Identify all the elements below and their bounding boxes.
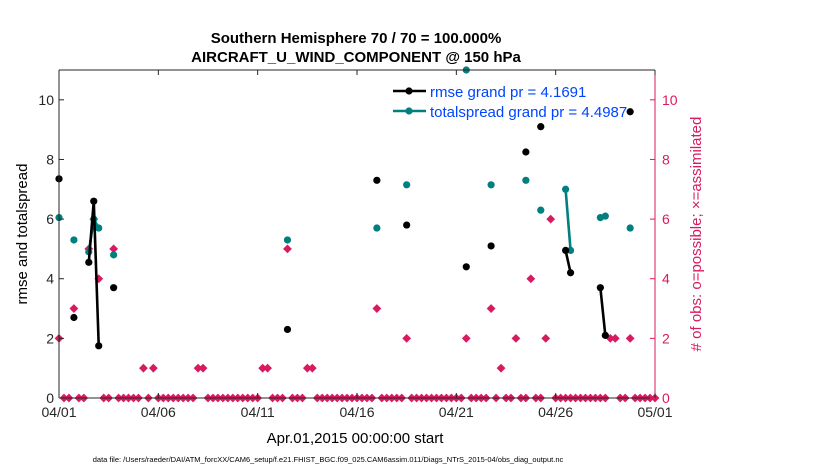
- rmse-series-line: [599, 287, 607, 336]
- rmse-point: [462, 263, 470, 271]
- obs-count-point: [148, 363, 158, 373]
- rmse-point: [601, 331, 609, 339]
- spread-point: [110, 251, 118, 259]
- y-axis-right-label: # of obs: o=possible; ×=assimilated: [688, 117, 705, 352]
- obs-count-point: [402, 333, 412, 343]
- rmse-point: [70, 313, 78, 322]
- chart-title-line1: Southern Hemisphere 70 / 70 = 100.000%: [211, 30, 502, 47]
- legend-spread-marker: [405, 107, 413, 115]
- obs-count-point: [461, 333, 471, 343]
- obs-count-point: [198, 363, 208, 373]
- obs-count-point: [139, 363, 148, 373]
- y-right-tick-label: 4: [662, 271, 670, 287]
- rmse-point: [566, 269, 575, 277]
- rmse-series-line: [564, 250, 572, 274]
- obs-count-point: [541, 333, 551, 343]
- spread-point: [70, 236, 78, 244]
- x-tick-label: 04/21: [439, 404, 474, 420]
- spread-point: [373, 224, 381, 232]
- rmse-point: [283, 325, 292, 334]
- spread-point: [537, 206, 545, 214]
- plot-area: [59, 70, 655, 398]
- rmse-point: [596, 284, 604, 292]
- rmse-point: [522, 148, 530, 156]
- rmse-point: [626, 108, 634, 116]
- y-right-tick-label: 2: [662, 330, 670, 346]
- rmse-point: [110, 284, 118, 292]
- obs-count-point: [69, 304, 79, 313]
- y-right-tick-label: 6: [662, 211, 670, 227]
- rmse-point: [403, 221, 411, 229]
- y-right-tick-label: 10: [662, 92, 678, 108]
- legend-rmse-marker: [405, 87, 413, 95]
- y-left-tick-label: 0: [46, 390, 54, 406]
- spread-point: [562, 185, 570, 193]
- obs-count-point: [307, 363, 317, 373]
- x-tick-label: 04/01: [41, 404, 76, 420]
- y-left-tick-label: 10: [38, 92, 54, 108]
- spread-point: [522, 176, 530, 184]
- y-left-tick-label: 8: [46, 151, 54, 167]
- rmse-point: [487, 242, 495, 250]
- chart-legend: rmse grand pr = 4.1691 totalspread grand…: [393, 84, 627, 121]
- spread-point: [403, 181, 411, 189]
- x-tick-label: 04/16: [339, 404, 374, 420]
- y-left-tick-label: 2: [46, 330, 54, 346]
- obs-count-point: [283, 244, 292, 254]
- obs-count-point: [511, 333, 521, 343]
- rmse-point: [537, 123, 545, 131]
- x-axis-label: Apr.01,2015 00:00:00 start: [267, 430, 445, 447]
- legend-rmse-label: rmse grand pr = 4.1691: [430, 84, 586, 101]
- obs-count-point: [302, 363, 312, 373]
- spread-point: [626, 224, 634, 232]
- rmse-point: [95, 342, 103, 350]
- obs-count-point: [546, 214, 556, 224]
- x-tick-label: 05/01: [637, 404, 672, 420]
- rmse-point: [562, 246, 570, 254]
- rmse-point: [373, 176, 381, 184]
- y-left-tick-label: 6: [46, 211, 54, 227]
- spread-point: [601, 212, 609, 220]
- obs-count-point: [258, 363, 268, 373]
- spread-point: [95, 224, 103, 232]
- obs-count-point: [109, 244, 119, 254]
- obs-count-point: [610, 333, 620, 343]
- obs-count-point: [625, 333, 635, 343]
- spread-series-line: [564, 189, 572, 251]
- chart-title-line2: AIRCRAFT_U_WIND_COMPONENT @ 150 hPa: [191, 49, 521, 66]
- x-tick-label: 04/06: [141, 404, 176, 420]
- y-axis-left-label: rmse and totalspread: [14, 164, 31, 305]
- obs-count-point: [263, 363, 272, 373]
- y-right-tick-label: 0: [662, 390, 670, 406]
- x-tick-label: 04/11: [241, 404, 275, 420]
- rmse-point: [90, 197, 98, 205]
- y-right-tick-label: 8: [662, 151, 670, 167]
- obs-count-point: [496, 363, 506, 373]
- obs-count-point: [486, 304, 496, 313]
- rmse-point: [85, 258, 93, 266]
- y-left-tick-label: 4: [46, 271, 54, 287]
- obs-count-point: [193, 363, 203, 373]
- spread-point: [566, 246, 575, 254]
- chart-axes: 04/01 04/06 04/11 04/16 04/21 04/26 05/0102468…: [38, 69, 678, 420]
- plot-background: [59, 70, 655, 398]
- obs-count-point: [372, 304, 382, 313]
- x-tick-label: 04/26: [538, 404, 573, 420]
- spread-point: [283, 236, 292, 244]
- legend-spread-label: totalspread grand pr = 4.4987: [430, 104, 627, 121]
- obs-count-point: [526, 274, 536, 284]
- spread-point: [487, 181, 495, 189]
- footer-data-file: data file: /Users/raeder/DAI/ATM_forcXX/…: [93, 455, 564, 464]
